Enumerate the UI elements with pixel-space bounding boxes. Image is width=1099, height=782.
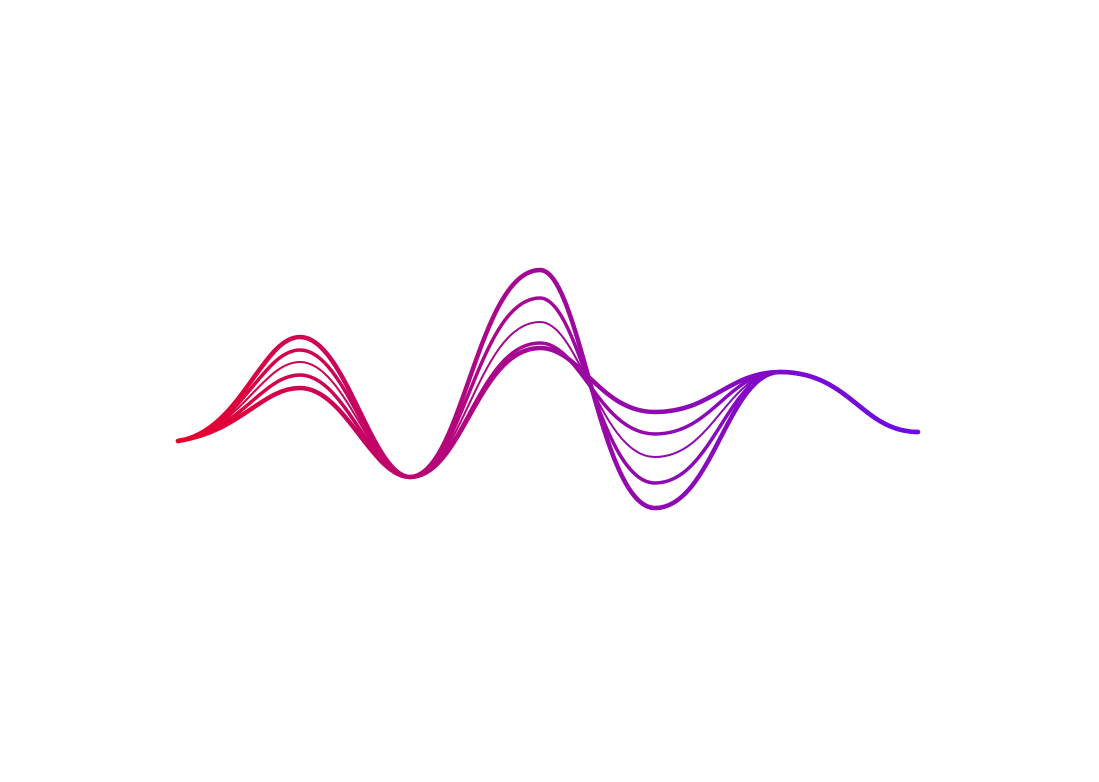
wave-lines (175, 267, 921, 511)
wave-line (175, 345, 921, 480)
